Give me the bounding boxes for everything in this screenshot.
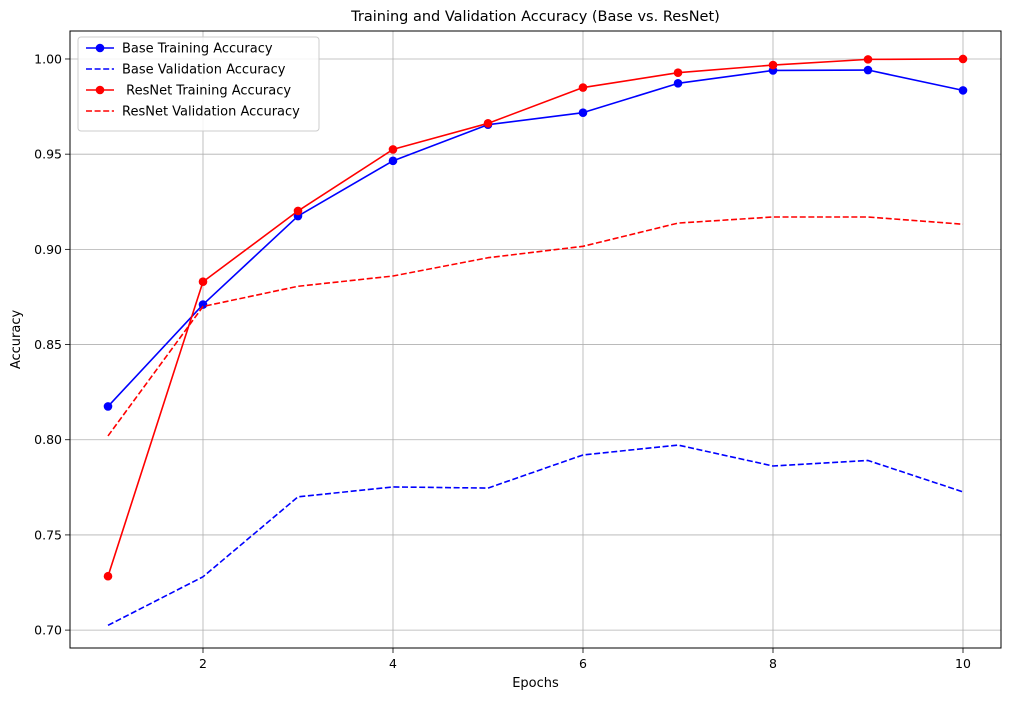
- ticks: 2 4 6 8 10 0.70 0.75 0.80 0.85 0.90 0.95 1.00: [34, 51, 971, 671]
- data-point: [293, 206, 303, 216]
- data-point: [578, 83, 588, 92]
- data-point: [198, 277, 208, 287]
- data-point: [103, 571, 113, 581]
- legend-label: ResNet Training Accuracy: [122, 84, 291, 99]
- legend-item: Base Training Accuracy: [86, 42, 273, 57]
- y-tick-label: 0.95: [34, 147, 62, 162]
- series-layer: [103, 54, 968, 627]
- data-point: [673, 79, 683, 88]
- data-point: [388, 145, 398, 154]
- y-tick-label: 0.80: [34, 432, 62, 447]
- series-line: [107, 216, 964, 437]
- series-3: [103, 54, 968, 581]
- series-2: [107, 444, 964, 627]
- x-tick-label: 4: [389, 656, 397, 671]
- data-point: [673, 68, 683, 77]
- x-tick-label: 6: [579, 656, 587, 671]
- data-point: [768, 60, 778, 70]
- data-point: [958, 86, 968, 95]
- x-tick-label: 2: [199, 656, 207, 671]
- legend-item: ResNet Validation Accuracy: [86, 105, 300, 120]
- legend-label: Base Training Accuracy: [122, 42, 273, 57]
- x-tick-label: 10: [955, 656, 971, 671]
- data-point: [103, 402, 113, 411]
- data-point: [198, 300, 208, 309]
- series-4: [107, 216, 964, 437]
- legend-marker: [95, 43, 105, 53]
- x-axis-title: Epochs: [512, 676, 559, 691]
- legend-item: Base Validation Accuracy: [86, 63, 286, 78]
- y-tick-label: 0.70: [34, 623, 62, 638]
- legend-item: ResNet Training Accuracy: [86, 84, 291, 99]
- data-point: [483, 119, 493, 128]
- x-tick-label: 8: [769, 656, 777, 671]
- legend-frame: [77, 36, 320, 132]
- y-tick-label: 0.85: [34, 337, 62, 352]
- legend-marker: [95, 85, 105, 95]
- series-line: [107, 444, 964, 627]
- data-point: [863, 65, 873, 75]
- legend-label: Base Validation Accuracy: [122, 63, 286, 78]
- y-tick-label: 1.00: [34, 51, 62, 66]
- legend: Base Training Accuracy Base Validation Ac…: [77, 36, 320, 132]
- data-point: [958, 54, 968, 64]
- legend-label: ResNet Validation Accuracy: [122, 105, 300, 120]
- data-point: [388, 156, 398, 166]
- data-point: [578, 108, 588, 117]
- chart-title: Training and Validation Accuracy (Base v…: [350, 9, 720, 25]
- series-1: [103, 65, 968, 411]
- series-line: [107, 69, 964, 407]
- series-line: [107, 58, 964, 577]
- plot-frame: [69, 30, 1002, 649]
- y-tick-label: 0.75: [34, 527, 62, 542]
- y-axis-title: Accuracy: [9, 310, 24, 370]
- y-tick-label: 0.90: [34, 242, 62, 257]
- data-point: [863, 55, 873, 64]
